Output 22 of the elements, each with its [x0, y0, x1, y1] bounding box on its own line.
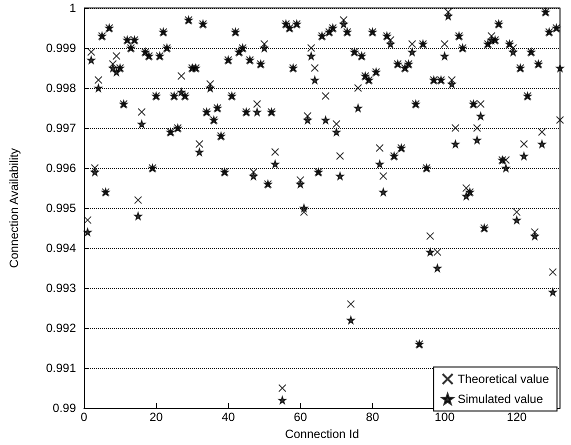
y-tick-label: 0.993 [46, 281, 76, 296]
x-tick-label: 80 [366, 410, 380, 424]
y-tick-label: 0.995 [46, 201, 76, 216]
y-tick-label: 0.996 [46, 161, 76, 176]
x-tick-label: 0 [80, 410, 88, 424]
x-axis-title: Connection Id [284, 427, 360, 441]
x-tick-label: 20 [149, 410, 164, 424]
x-tick-label: 40 [222, 410, 236, 424]
y-tick-label: 0.99 [52, 401, 76, 416]
y-axis-title: Connection Availability [7, 148, 21, 268]
x-tick-label: 60 [294, 410, 308, 424]
legend-label: Simulated value [458, 392, 544, 406]
y-tick-label: 0.999 [46, 41, 76, 56]
x-tick-label: 120 [506, 410, 528, 424]
y-tick-label: 0.994 [46, 241, 76, 256]
x-tick-label: 100 [434, 410, 455, 424]
y-tick-label: 0.997 [46, 121, 76, 136]
legend-label: Theoretical value [458, 372, 550, 386]
y-tick-label: 0.998 [46, 81, 76, 96]
y-tick-label: 0.992 [46, 321, 76, 336]
y-tick-label: 0.991 [46, 361, 76, 376]
y-tick-label: 1 [69, 1, 76, 15]
